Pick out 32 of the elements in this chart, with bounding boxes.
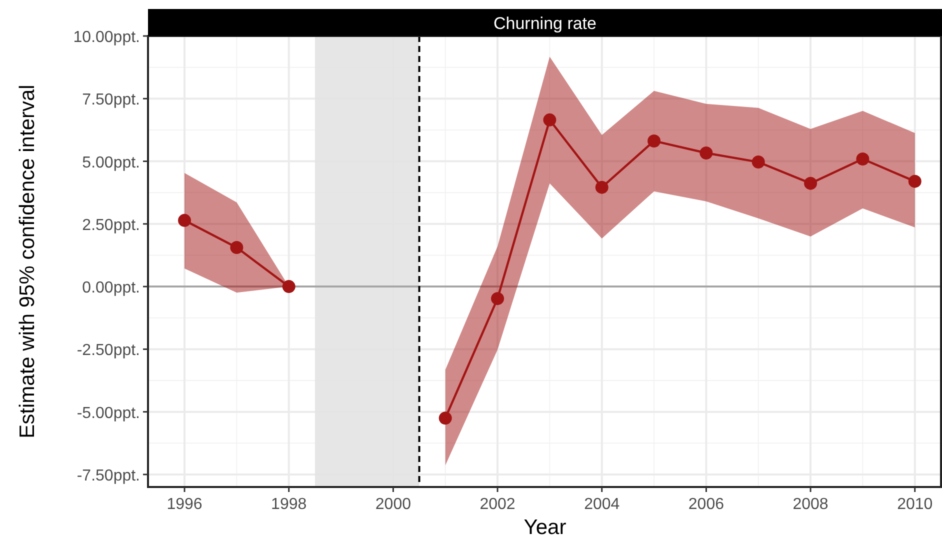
y-tick-label: 5.00ppt. [82, 154, 140, 172]
x-tick-label: 2008 [792, 496, 828, 513]
point [491, 292, 504, 306]
chart-title: Churning rate [493, 14, 597, 33]
point [178, 214, 192, 227]
x-tick-label: 2004 [584, 496, 620, 513]
y-tick-label: 0.00ppt. [82, 280, 140, 297]
y-tick-label: -5.00ppt. [76, 404, 140, 422]
y-tick-label: -7.50ppt. [76, 467, 140, 484]
y-tick-label: -2.50ppt. [76, 342, 140, 360]
x-tick-label: 2010 [897, 496, 933, 513]
point [438, 412, 452, 425]
y-tick-label: 2.50ppt. [82, 216, 140, 234]
x-tick-label: 2002 [480, 496, 516, 513]
x-tick-label: 2006 [688, 496, 724, 513]
point [804, 176, 818, 190]
x-axis-title: Year [524, 516, 566, 539]
point [230, 240, 244, 254]
x-tick-label: 1996 [166, 496, 202, 513]
point [595, 180, 608, 194]
point [908, 174, 922, 188]
point [648, 134, 661, 148]
point [700, 146, 713, 160]
x-tick-label: 1998 [271, 496, 307, 513]
y-tick-label: 10.00ppt. [73, 29, 140, 46]
y-tick-label: 7.50ppt. [82, 92, 140, 109]
x-tick-label: 2000 [375, 496, 412, 513]
point [752, 156, 765, 169]
point [543, 113, 556, 126]
point [856, 152, 870, 166]
y-axis-title: Estimate with 95% confidence interval [16, 84, 39, 438]
point [282, 280, 296, 294]
